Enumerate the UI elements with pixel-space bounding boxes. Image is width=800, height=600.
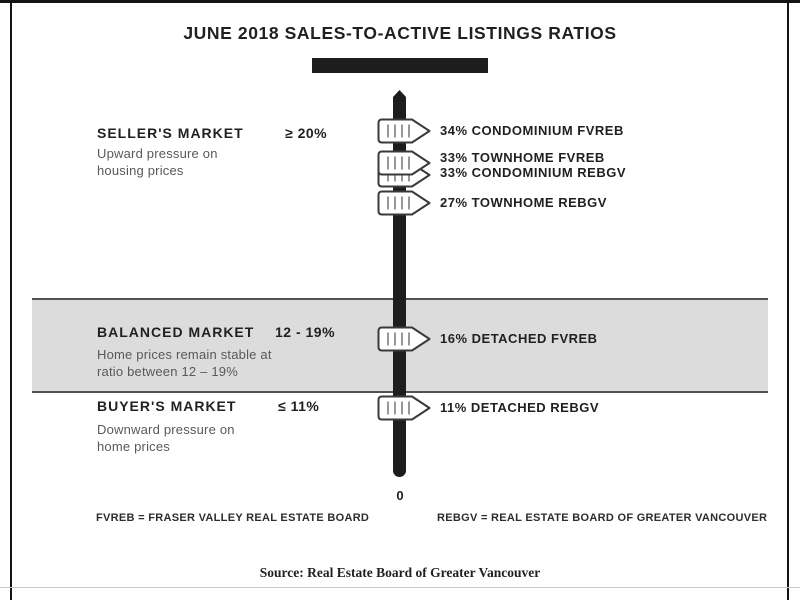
zone-heading-buyers-market: BUYER'S MARKET xyxy=(97,398,237,414)
page-title: JUNE 2018 SALES-TO-ACTIVE LISTINGS RATIO… xyxy=(183,23,617,43)
axis-zero-label: 0 xyxy=(396,488,404,503)
marker-label: 33% CONDOMINIUM REBGV xyxy=(440,165,627,180)
listing-tag-icon xyxy=(377,395,431,421)
listing-tag-icon xyxy=(377,190,431,216)
zone-desc-line: Home prices remain stable at xyxy=(97,347,272,362)
zone-desc-sellers-market: Upward pressure on housing prices xyxy=(97,145,218,179)
frame-top-line xyxy=(0,0,800,3)
marker-label: 16% DETACHED FVREB xyxy=(440,331,598,346)
zone-range-balanced-market: 12 - 19% xyxy=(275,324,336,340)
zone-heading-sellers-market: SELLER'S MARKET xyxy=(97,125,244,141)
marker-label: 34% CONDOMINIUM FVREB xyxy=(440,123,624,138)
zone-desc-line: ratio between 12 – 19% xyxy=(97,364,238,379)
marker-label: 33% TOWNHOME FVREB xyxy=(440,150,605,165)
listing-tag-icon xyxy=(377,326,431,352)
footnote-rebgv: REBGV = REAL ESTATE BOARD OF GREATER VAN… xyxy=(437,512,768,524)
listing-tag-icon xyxy=(377,118,431,144)
frame-left-line xyxy=(10,0,12,600)
zone-range-buyers-market: ≤ 11% xyxy=(278,398,320,414)
marker-label: 27% TOWNHOME REBGV xyxy=(440,195,607,210)
zone-range-sellers-market: ≥ 20% xyxy=(285,125,328,141)
zone-desc-buyers-market: Downward pressure on home prices xyxy=(97,421,235,455)
zone-desc-line: Upward pressure on xyxy=(97,146,218,161)
marker-label: 11% DETACHED REBGV xyxy=(440,400,600,415)
source-line: Source: Real Estate Board of Greater Van… xyxy=(259,565,541,580)
frame-right-line xyxy=(787,0,789,600)
zone-desc-line: Downward pressure on xyxy=(97,422,235,437)
zone-desc-balanced-market: Home prices remain stable at ratio betwe… xyxy=(97,346,272,380)
frame-bottom-line xyxy=(0,587,800,588)
listing-tag-icon xyxy=(377,150,431,176)
zone-desc-line: home prices xyxy=(97,439,171,454)
footnote-fvreb: FVREB = FRASER VALLEY REAL ESTATE BOARD xyxy=(96,512,370,524)
zone-heading-balanced-market: BALANCED MARKET xyxy=(97,324,255,340)
title-divider-rule xyxy=(312,58,488,73)
zone-desc-line: housing prices xyxy=(97,163,184,178)
